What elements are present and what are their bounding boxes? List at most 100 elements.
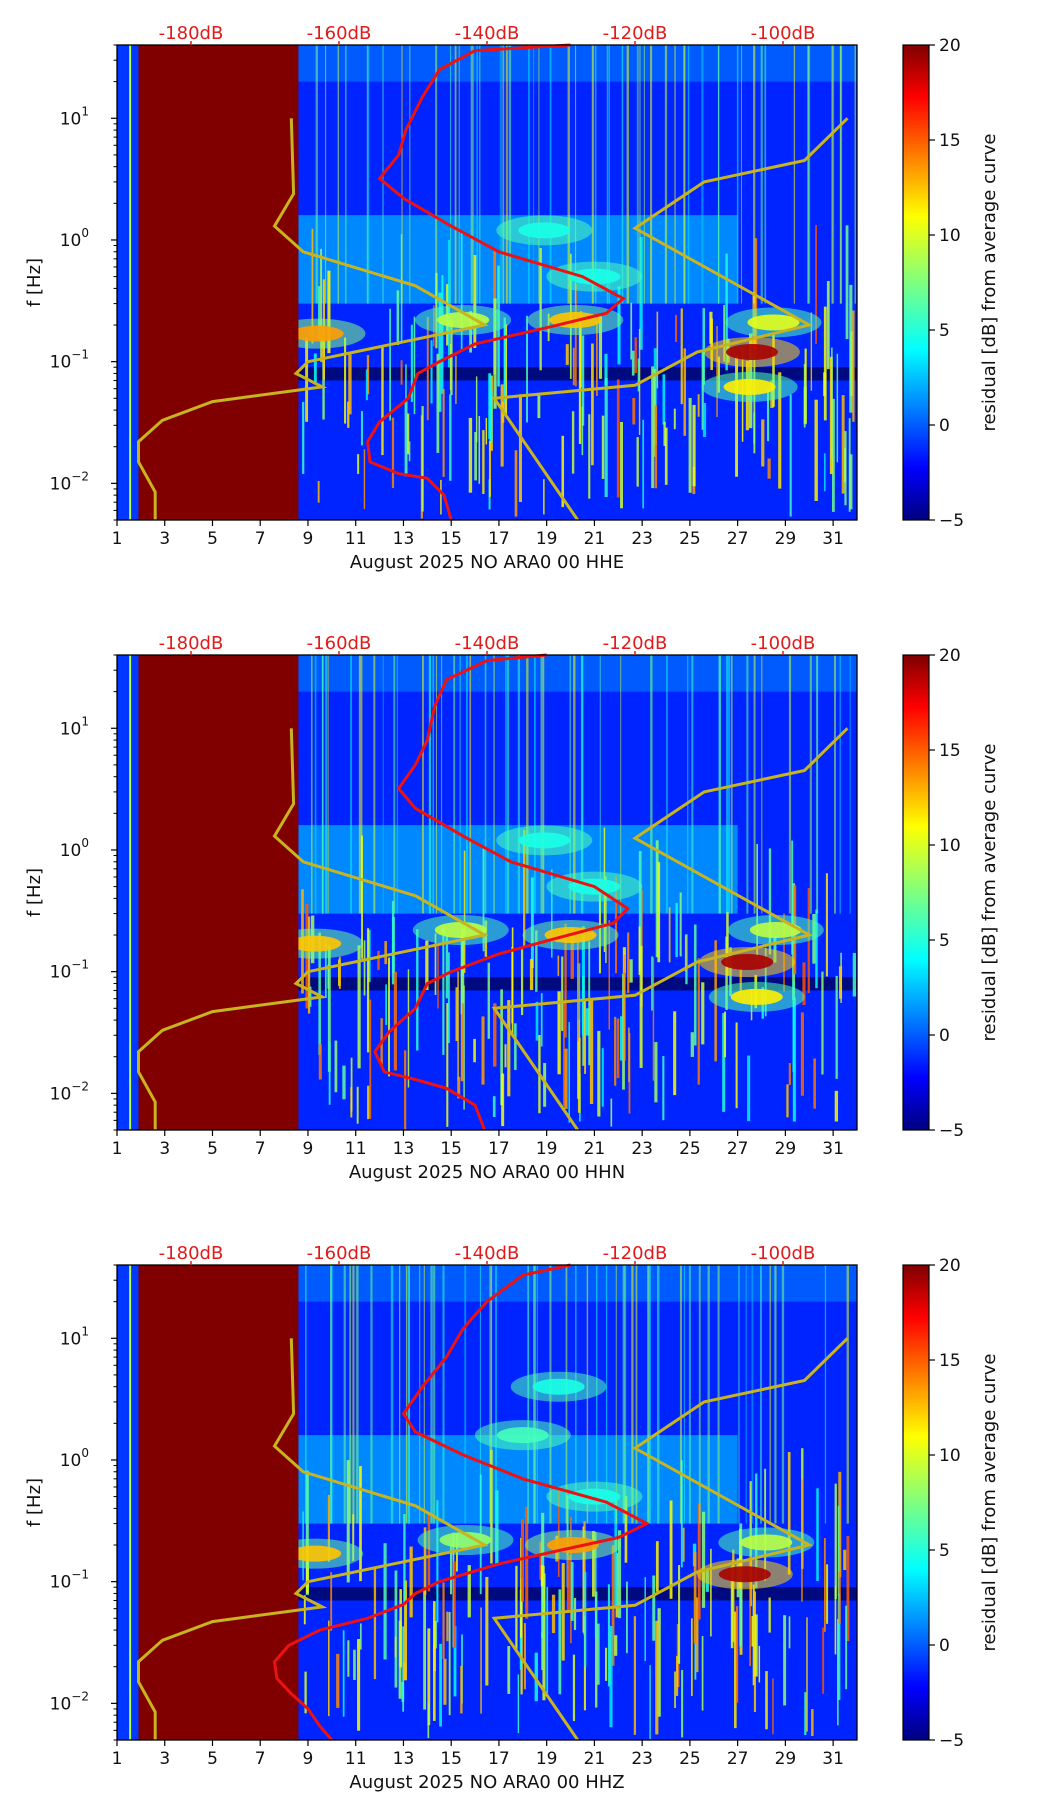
heatmap-streak	[439, 1643, 442, 1727]
x-tick-label: 13	[393, 1139, 415, 1159]
heatmap-streak	[849, 655, 851, 914]
heatmap-streak	[657, 1608, 661, 1717]
heatmap-streak	[822, 1627, 825, 1694]
heatmap-streak	[347, 401, 350, 428]
colorbar-tick-label: 5	[939, 321, 950, 341]
heatmap-streak	[440, 479, 442, 515]
x-tick-label: 1	[112, 529, 123, 549]
heatmap-streak	[523, 829, 526, 948]
heatmap-streak	[400, 360, 403, 385]
db-scale-label: -100dB	[751, 1243, 816, 1264]
heatmap-streak	[663, 421, 666, 446]
heatmap-streak	[347, 1640, 350, 1677]
heatmap-streak	[676, 1655, 679, 1696]
heatmap-streak	[388, 957, 391, 1077]
heatmap-streak	[523, 1623, 526, 1690]
heatmap-streak	[701, 45, 704, 304]
heatmap-streak	[823, 1538, 826, 1632]
heatmap-hotspot-core	[532, 1378, 585, 1395]
heatmap-streak	[840, 45, 842, 304]
heatmap-streak	[768, 848, 772, 955]
heatmap-streak	[761, 655, 763, 914]
heatmap-streak	[834, 1585, 837, 1655]
heatmap-hotspot-core	[291, 325, 344, 342]
heatmap-streak	[582, 655, 584, 914]
heatmap-streak	[442, 1265, 445, 1524]
heatmap-streak	[377, 950, 380, 971]
y-tick-label: 10−1	[50, 348, 89, 373]
heatmap-streaks	[302, 45, 857, 519]
heatmap-streak	[581, 406, 584, 456]
heatmap-streak	[464, 1265, 467, 1524]
heatmap-streak	[325, 655, 328, 914]
heatmap-streak	[675, 902, 678, 958]
heatmap-streak	[754, 238, 758, 357]
heatmap-streak	[662, 1056, 665, 1121]
x-tick-label: 17	[488, 529, 510, 549]
heatmap-streak	[557, 955, 560, 976]
heatmap-streak	[718, 655, 721, 914]
y-tick-label: 100	[60, 836, 89, 861]
heatmap-streak	[690, 1032, 694, 1057]
heatmap-streak	[502, 45, 505, 304]
y-tick-exponent: 0	[81, 226, 89, 240]
heatmap-streak	[445, 934, 449, 999]
db-scale-label: -180dB	[159, 23, 224, 44]
heatmap-streak	[546, 1586, 549, 1694]
heatmap-streak	[564, 1048, 568, 1109]
heatmap-streak	[604, 353, 608, 386]
colorbar-tick-label: 5	[939, 1541, 950, 1561]
heatmap-streak	[616, 1018, 620, 1079]
heatmap-streak	[804, 348, 807, 424]
heatmap-streak	[577, 963, 581, 1022]
heatmap-streak	[479, 1265, 481, 1524]
heatmap-streak	[328, 1041, 331, 1105]
heatmap-streak	[788, 655, 792, 914]
heatmap-streak	[455, 987, 458, 1042]
y-tick-label: 101	[60, 714, 89, 739]
heatmap-streak	[327, 1620, 330, 1717]
heatmap-streak	[368, 930, 371, 982]
heatmap-streak	[764, 45, 767, 304]
heatmap-streak	[567, 45, 570, 304]
heatmap-streak	[535, 1001, 539, 1041]
heatmap-streak	[453, 1561, 456, 1648]
heatmap-streak	[739, 969, 742, 994]
heatmap-streak	[680, 308, 683, 405]
heatmap-streak	[826, 1564, 829, 1624]
heatmap-streak	[389, 308, 391, 421]
heatmap-hotspot-core	[289, 1545, 342, 1562]
heatmap-streak	[410, 324, 413, 402]
heatmap-streak	[724, 1011, 727, 1058]
heatmap-streak	[626, 45, 629, 304]
heatmap-streak	[608, 45, 610, 304]
heatmap-streak	[360, 655, 363, 914]
db-scale-label: -120dB	[603, 23, 668, 44]
heatmap-streak	[620, 655, 622, 914]
heatmap-streak	[693, 1552, 697, 1644]
heatmap-streak	[363, 449, 366, 510]
heatmap-streak	[327, 1494, 331, 1562]
heatmap-streak	[717, 356, 720, 393]
heatmap-streak	[772, 333, 775, 407]
heatmap-streak	[457, 1076, 461, 1099]
heatmap-streak	[311, 655, 313, 914]
heatmap-streak	[393, 971, 397, 1071]
colorbar-tick-label: 20	[939, 36, 961, 56]
heatmap-streak	[526, 655, 529, 914]
heatmap-streak	[487, 962, 490, 1039]
heatmap-streak	[633, 1616, 637, 1735]
heatmap-streak	[508, 45, 512, 304]
heatmap-streak	[749, 1556, 751, 1667]
heatmap-streak	[404, 1580, 408, 1681]
heatmap-streak	[443, 1658, 447, 1705]
heatmap-streak	[305, 1265, 307, 1524]
x-axis-title: August 2025 NO ARA0 00 HHZ	[349, 1772, 624, 1793]
heatmap-streak	[654, 405, 658, 489]
mean-psd-curve	[366, 43, 626, 521]
heatmap-streak	[366, 355, 370, 395]
heatmap-streak	[636, 45, 638, 304]
y-tick-base: 10	[50, 1084, 72, 1104]
y-tick-exponent: −1	[71, 958, 89, 972]
